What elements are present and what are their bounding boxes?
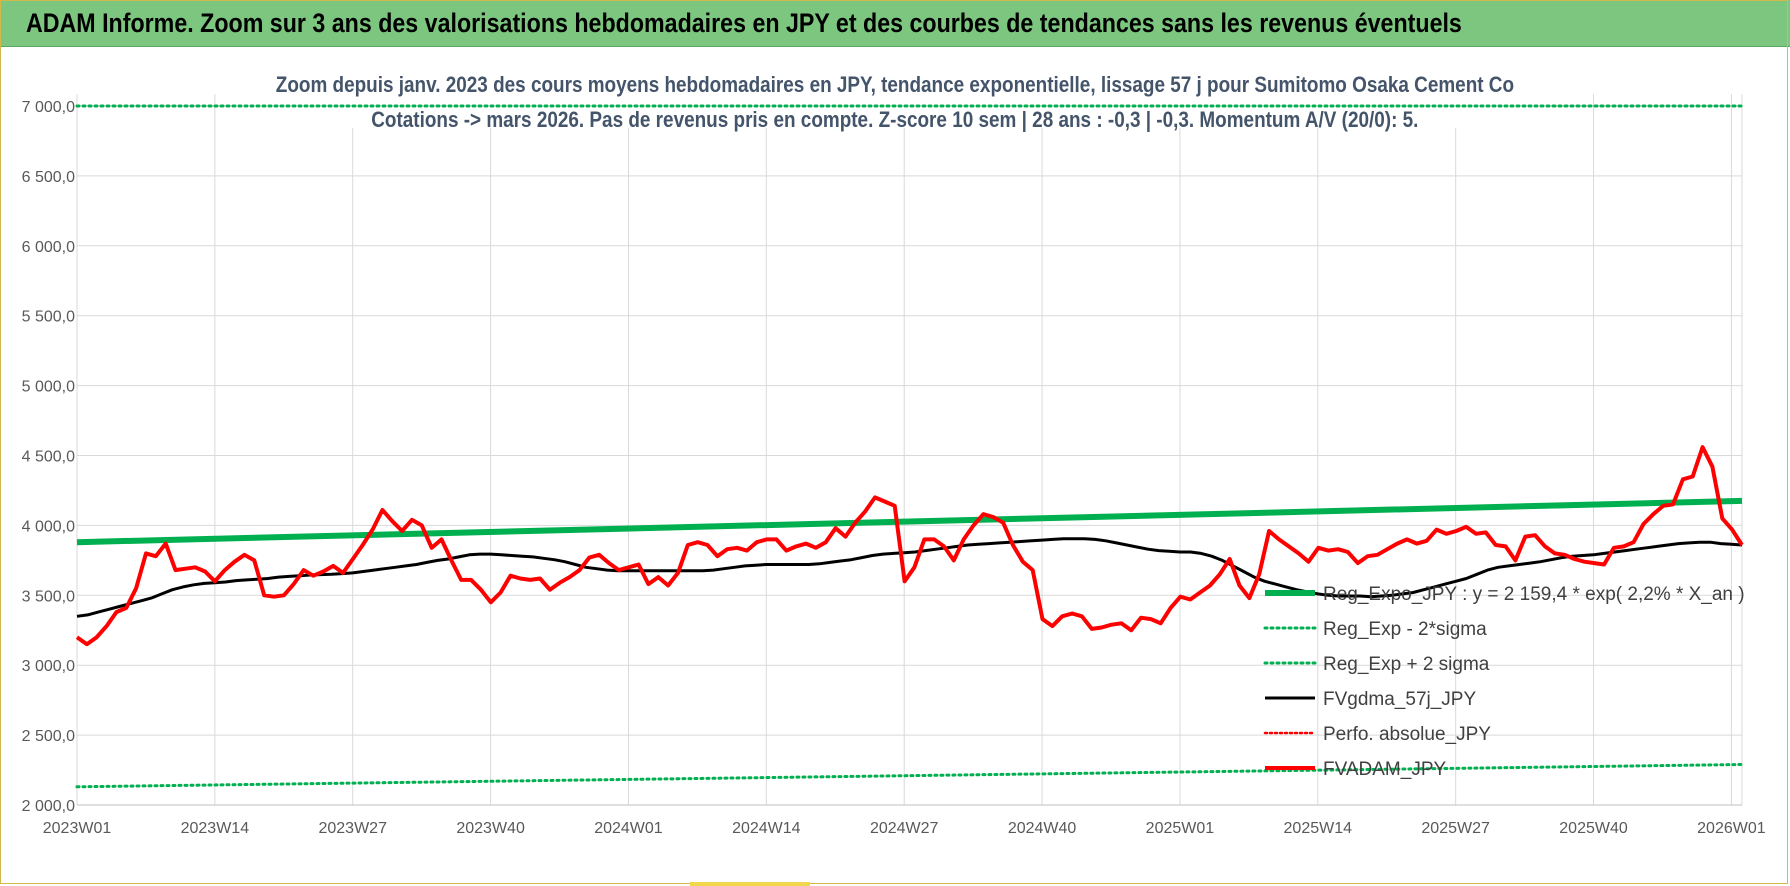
report-banner: ADAM Informe. Zoom sur 3 ans des valoris… — [0, 0, 1790, 47]
x-tick-label: 2024W14 — [732, 820, 801, 837]
x-tick-label: 2024W40 — [1008, 820, 1077, 837]
series-line-black — [76, 537, 1743, 618]
chart-title-line-2: Cotations -> mars 2026. Pas de revenus p… — [371, 107, 1419, 132]
y-tick-label: 6 500,0 — [22, 169, 75, 186]
series-line-dotted-green — [75, 763, 1744, 789]
y-tick-label: 2 000,0 — [22, 798, 75, 815]
series-line-thick-red — [75, 445, 1744, 647]
x-tick-label: 2025W14 — [1284, 820, 1353, 837]
chart-title-line-1: Zoom depuis janv. 2023 des cours moyens … — [275, 72, 1515, 97]
legend-label: FVADAM_JPY — [1323, 759, 1447, 780]
legend-label: Reg_Exp - 2*sigma — [1323, 619, 1487, 640]
page-indicator — [690, 882, 810, 886]
x-tick-label: 2023W01 — [43, 820, 112, 837]
series-line-thick-green — [76, 497, 1743, 546]
legend-label: Reg_Expo_JPY : y = 2 159,4 * exp( 2,2% *… — [1323, 584, 1745, 605]
x-tick-label: 2023W40 — [456, 820, 525, 837]
y-tick-label: 3 000,0 — [22, 658, 75, 675]
x-tick-label: 2023W27 — [318, 820, 387, 837]
legend-label: Reg_Exp + 2 sigma — [1323, 654, 1490, 675]
y-tick-label: 3 500,0 — [22, 588, 75, 605]
y-tick-label: 7 000,0 — [22, 99, 75, 116]
x-axis-ticks: 2023W01 2023W14 2023W27 2023W40 2024W01 2024W… — [43, 820, 1766, 837]
y-tick-label: 2 500,0 — [22, 728, 75, 745]
x-tick-label: 2025W27 — [1421, 820, 1490, 837]
legend-label: Perfo. absolue_JPY — [1323, 724, 1491, 745]
y-tick-label: 5 500,0 — [22, 309, 75, 326]
report-title: ADAM Informe. Zoom sur 3 ans des valoris… — [26, 8, 1462, 38]
chart-series — [75, 104, 1744, 789]
x-tick-label: 2024W27 — [870, 820, 939, 837]
legend-label: FVgdma_57j_JPY — [1323, 689, 1476, 710]
chart-grid — [76, 94, 1743, 806]
y-tick-label: 5 000,0 — [22, 379, 75, 396]
x-tick-label: 2023W14 — [181, 820, 250, 837]
y-tick-label: 6 000,0 — [22, 239, 75, 256]
x-tick-label: 2025W40 — [1559, 820, 1628, 837]
x-tick-label: 2026W01 — [1697, 820, 1766, 837]
y-axis-ticks: 2 000,0 2 500,0 3 000,0 3 500,0 4 000,0 4 500… — [22, 99, 75, 815]
y-tick-label: 4 000,0 — [22, 518, 75, 535]
x-tick-label: 2024W01 — [594, 820, 663, 837]
x-tick-label: 2025W01 — [1146, 820, 1215, 837]
y-tick-label: 4 500,0 — [22, 449, 75, 466]
chart-legend: Reg_Expo_JPY : y = 2 159,4 * exp( 2,2% *… — [1263, 584, 1745, 780]
title-backdrop — [232, 66, 1550, 128]
